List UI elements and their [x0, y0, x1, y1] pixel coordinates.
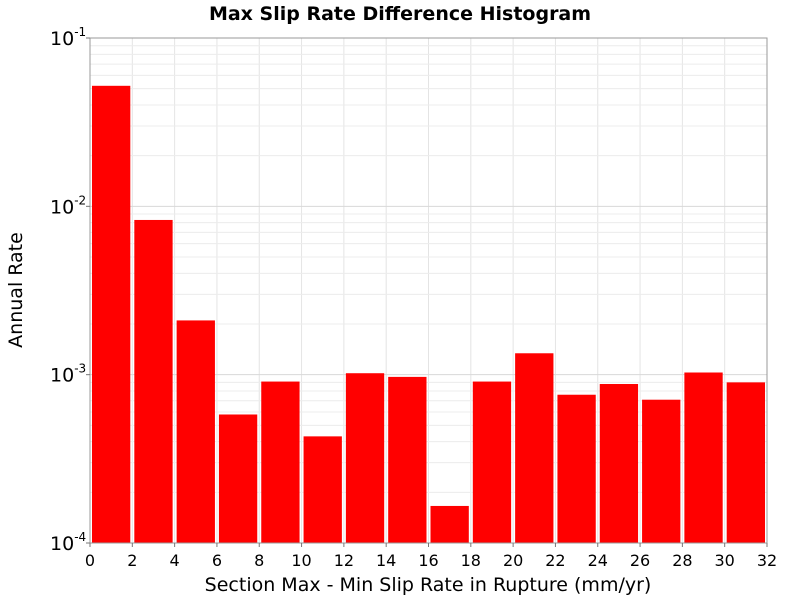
- histogram-bar: [727, 382, 765, 543]
- x-tick-label: 0: [85, 551, 95, 570]
- histogram-bar: [388, 377, 426, 543]
- histogram-bar: [304, 436, 342, 543]
- x-tick-label: 20: [503, 551, 523, 570]
- x-tick-label: 18: [461, 551, 481, 570]
- histogram-bar: [92, 86, 130, 543]
- histogram-bar: [557, 395, 595, 543]
- histogram-bar: [642, 400, 680, 543]
- chart-title: Max Slip Rate Difference Histogram: [209, 3, 591, 25]
- x-tick-label: 12: [334, 551, 354, 570]
- histogram-bar: [177, 320, 215, 543]
- x-tick-label: 4: [170, 551, 180, 570]
- x-tick-label: 16: [418, 551, 438, 570]
- x-tick-label: 2: [127, 551, 137, 570]
- x-tick-label: 32: [757, 551, 777, 570]
- x-tick-label: 24: [588, 551, 608, 570]
- histogram-bar: [219, 414, 257, 543]
- x-tick-label: 22: [545, 551, 565, 570]
- histogram-bar: [431, 506, 469, 543]
- x-tick-label: 6: [212, 551, 222, 570]
- histogram-bar: [134, 220, 172, 543]
- histogram-bar: [600, 384, 638, 543]
- x-tick-label: 26: [630, 551, 650, 570]
- histogram-bar: [473, 382, 511, 543]
- x-tick-label: 14: [376, 551, 396, 570]
- histogram-bar: [346, 373, 384, 543]
- histogram-bar: [261, 382, 299, 543]
- histogram-bar: [684, 373, 722, 543]
- x-tick-label: 8: [254, 551, 264, 570]
- histogram-chart: Max Slip Rate Difference Histogram 02468…: [0, 0, 800, 600]
- x-axis-label: Section Max - Min Slip Rate in Rupture (…: [205, 574, 652, 596]
- x-tick-label: 10: [291, 551, 311, 570]
- y-axis-label: Annual Rate: [5, 232, 27, 348]
- x-tick-label: 28: [672, 551, 692, 570]
- histogram-bar: [515, 353, 553, 543]
- x-tick-label: 30: [715, 551, 735, 570]
